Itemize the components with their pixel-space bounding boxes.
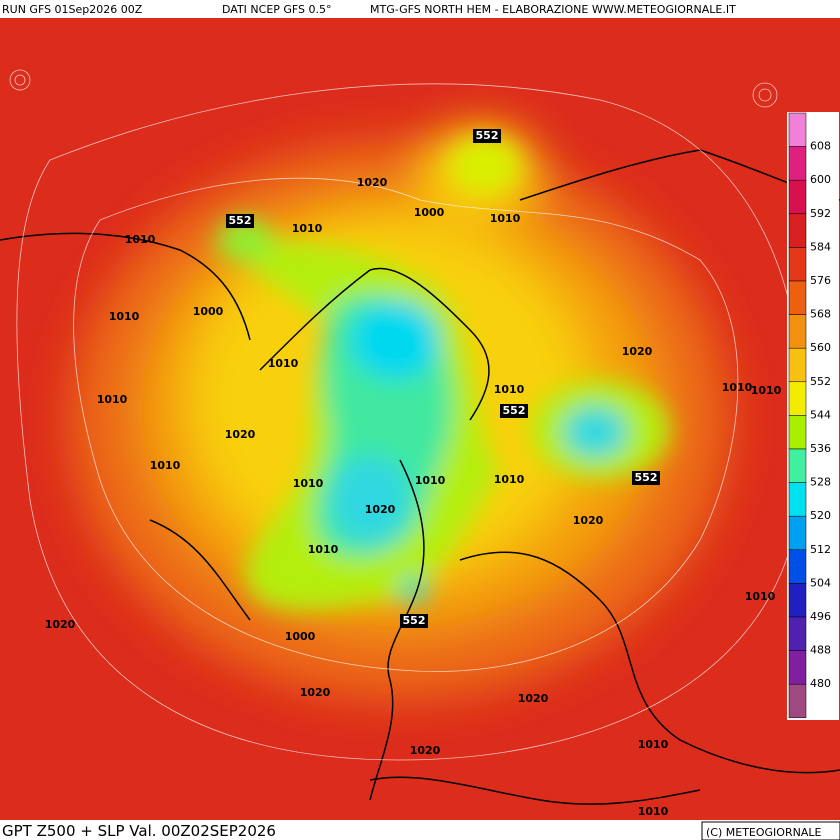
pressure-label: 1010 <box>97 393 128 406</box>
legend-swatch <box>788 247 807 282</box>
legend-swatch <box>788 583 807 618</box>
height-label: 552 <box>229 214 252 227</box>
pressure-label: 1020 <box>300 686 331 699</box>
legend: 608 600 592 584 576 568 560 552 544 536 528 520 512 5… <box>788 112 831 719</box>
pressure-label: 1020 <box>622 345 653 358</box>
height-label-box <box>226 214 254 228</box>
run-label: RUN GFS 01Sep2026 00Z <box>2 3 143 16</box>
height-label: 552 <box>503 404 526 417</box>
legend-label: 496 <box>810 610 831 623</box>
pressure-label: 1010 <box>268 357 299 370</box>
pressure-label: 1010 <box>150 459 181 472</box>
height-label-box <box>632 471 660 485</box>
pressure-label: 1010 <box>292 222 323 235</box>
legend-label: 568 <box>810 308 831 321</box>
legend-swatch <box>788 347 807 383</box>
legend-label: 536 <box>810 442 831 455</box>
legend-label: 560 <box>810 341 831 354</box>
pressure-label: 1010 <box>745 590 776 603</box>
legend-label: 520 <box>810 509 831 522</box>
legend-label: 552 <box>810 375 831 388</box>
height-label-box <box>500 404 528 418</box>
legend-swatch <box>788 146 807 181</box>
height-label-box <box>473 129 501 143</box>
legend-swatch <box>788 213 807 248</box>
legend-label: 584 <box>810 240 831 253</box>
height-label: 552 <box>403 614 426 627</box>
pressure-label: 1010 <box>125 233 156 246</box>
height-label: 552 <box>476 129 499 142</box>
legend-swatch <box>788 381 807 416</box>
pressure-label: 1010 <box>308 543 339 556</box>
pressure-label: 1010 <box>494 383 525 396</box>
footer-bar <box>0 820 840 840</box>
pressure-label: 1010 <box>494 473 525 486</box>
height-label-box <box>400 614 428 628</box>
pressure-label: 1020 <box>357 176 388 189</box>
isobars <box>9 69 805 761</box>
legend-label: 544 <box>810 408 831 421</box>
pressure-label: 1020 <box>410 744 441 757</box>
legend-label: 592 <box>810 207 831 220</box>
field <box>0 18 840 820</box>
legend-swatch <box>788 280 807 315</box>
pressure-label: 1010 <box>722 381 753 394</box>
pressure-label: 1020 <box>573 514 604 527</box>
pressure-label: 1000 <box>193 305 224 318</box>
pressure-label: 1010 <box>415 474 446 487</box>
legend-label: 528 <box>810 476 831 489</box>
legend-swatch <box>788 515 807 551</box>
copyright-box <box>701 821 840 840</box>
legend-swatch <box>788 683 807 719</box>
source-label: DATI NCEP GFS 0.5° <box>222 3 332 16</box>
pressure-label: 1010 <box>638 738 669 751</box>
legend-label: 600 <box>810 173 831 186</box>
pressure-label: 1000 <box>285 630 316 643</box>
legend-label: 480 <box>810 677 831 690</box>
pressure-label: 1020 <box>45 618 76 631</box>
legend-swatch <box>788 415 807 450</box>
credit-label: MTG-GFS NORTH HEM - ELABORAZIONE WWW.MET… <box>370 3 736 16</box>
pressure-label: 1010 <box>638 805 669 818</box>
pressure-label: 1020 <box>518 692 549 705</box>
pressure-label: 1020 <box>365 503 396 516</box>
pressure-label: 1000 <box>414 206 445 219</box>
legend-swatch <box>788 314 807 349</box>
legend-swatch <box>788 549 807 584</box>
pressure-label: 1010 <box>490 212 521 225</box>
legend-swatch <box>788 179 807 215</box>
pressure-label: 1020 <box>225 428 256 441</box>
height-label: 552 <box>635 471 658 484</box>
legend-label: 576 <box>810 274 831 287</box>
footer-title: GPT Z500 + SLP Val. 00Z02SEP2026 <box>2 822 276 840</box>
header-bar <box>0 0 840 18</box>
legend-label: 488 <box>810 644 831 657</box>
legend-label: 512 <box>810 543 831 556</box>
legend-swatch <box>788 482 807 517</box>
legend-label: 504 <box>810 576 831 589</box>
copyright: (C) METEOGIORNALE <box>706 826 821 839</box>
pressure-label: 1010 <box>109 310 140 323</box>
legend-swatch <box>788 616 807 651</box>
legend-swatch <box>788 112 807 147</box>
legend-swatch <box>788 448 807 483</box>
legend-label: 608 <box>810 140 831 153</box>
pressure-label: 1010 <box>751 384 782 397</box>
legend-swatch <box>788 650 807 685</box>
pressure-label: 1010 <box>293 477 324 490</box>
